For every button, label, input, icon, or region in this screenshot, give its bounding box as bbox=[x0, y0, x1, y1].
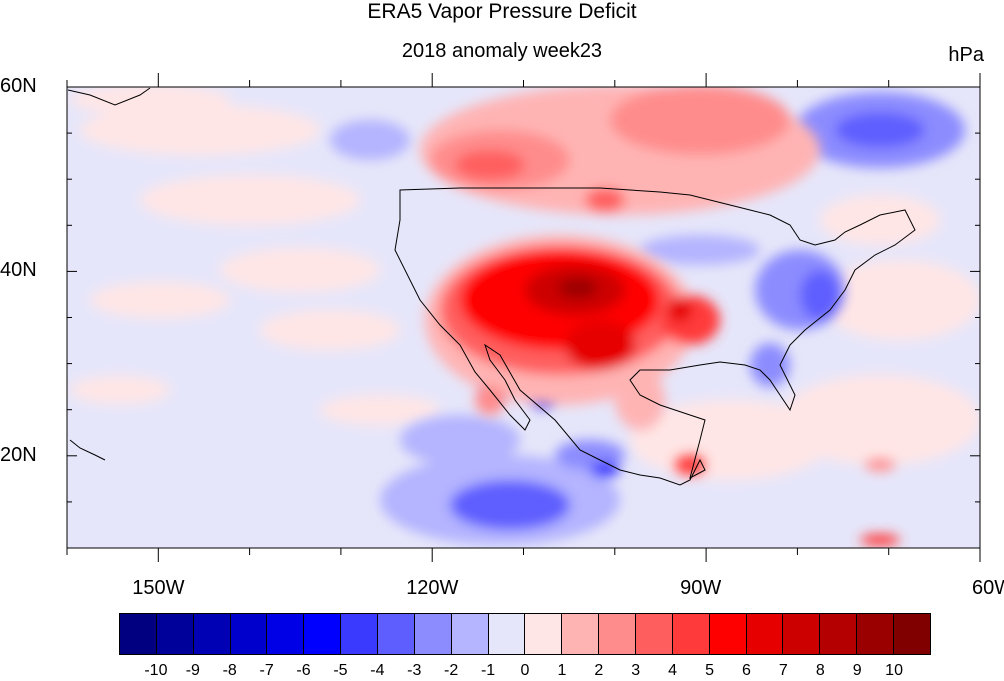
colorbar-label: -2 bbox=[444, 662, 459, 679]
colorbar-label: 10 bbox=[885, 662, 903, 679]
lon-label: 150W bbox=[132, 577, 185, 599]
colorbar-swatch bbox=[341, 614, 379, 654]
colorbar-label: -7 bbox=[259, 662, 274, 679]
colorbar-swatch bbox=[304, 614, 342, 654]
anomaly-map bbox=[66, 73, 981, 562]
colorbar-label: 3 bbox=[631, 662, 641, 679]
lat-label: 40N bbox=[0, 259, 37, 282]
colorbar-label: -9 bbox=[185, 662, 200, 679]
colorbar-swatch bbox=[562, 614, 600, 654]
colorbar-label: -1 bbox=[480, 662, 496, 679]
colorbar-label: -3 bbox=[407, 662, 422, 679]
colorbar-swatch bbox=[746, 614, 784, 654]
colorbar-swatch bbox=[230, 614, 268, 654]
colorbar bbox=[119, 613, 931, 655]
colorbar-swatch bbox=[857, 614, 895, 654]
colorbar-label: -4 bbox=[370, 662, 385, 679]
light-positive-anomaly-regions bbox=[70, 87, 980, 480]
lon-label: 60W bbox=[972, 577, 1004, 599]
colorbar-swatch bbox=[525, 614, 563, 654]
colorbar-swatch bbox=[451, 614, 489, 654]
colorbar-swatch bbox=[414, 614, 452, 654]
lon-label: 90W bbox=[680, 577, 722, 599]
colorbar-swatch bbox=[894, 614, 930, 654]
lat-label: 60N bbox=[0, 75, 37, 97]
colorbar-swatch bbox=[378, 614, 415, 654]
colorbar-swatch bbox=[488, 614, 526, 654]
coastlines bbox=[67, 87, 916, 486]
colorbar-label: 4 bbox=[668, 662, 678, 679]
axis-ticks bbox=[66, 73, 981, 562]
colorbar-swatch bbox=[636, 614, 673, 654]
colorbar-label: -8 bbox=[222, 662, 237, 679]
lon-label: 120W bbox=[406, 577, 459, 599]
colorbar-label: 9 bbox=[852, 662, 862, 679]
colorbar-swatch bbox=[193, 614, 231, 654]
colorbar-swatch bbox=[156, 614, 194, 654]
units-label: hPa bbox=[948, 44, 984, 66]
colorbar-label: -10 bbox=[144, 662, 168, 679]
colorbar-swatch bbox=[120, 614, 157, 654]
colorbar-label: 7 bbox=[778, 662, 788, 679]
colorbar-label: 5 bbox=[705, 662, 714, 679]
colorbar-label: 2 bbox=[594, 662, 604, 679]
colorbar-label: 0 bbox=[520, 662, 530, 679]
colorbar-label: 6 bbox=[742, 662, 751, 679]
colorbar-swatch bbox=[783, 614, 821, 654]
colorbar-swatch bbox=[820, 614, 858, 654]
colorbar-swatch bbox=[599, 614, 637, 654]
colorbar-swatch bbox=[672, 614, 710, 654]
colorbar-label: 8 bbox=[815, 662, 825, 679]
colorbar-label: -5 bbox=[333, 662, 348, 679]
chart-title: ERA5 Vapor Pressure Deficit bbox=[367, 0, 637, 23]
chart-subtitle: 2018 anomaly week23 bbox=[401, 40, 603, 62]
colorbar-label: -6 bbox=[296, 662, 311, 679]
lat-label: 20N bbox=[0, 443, 37, 466]
colorbar-swatch bbox=[709, 614, 747, 654]
positive-anomaly-regions bbox=[420, 87, 900, 546]
colorbar-label: 1 bbox=[557, 662, 567, 679]
colorbar-swatch bbox=[267, 614, 305, 654]
